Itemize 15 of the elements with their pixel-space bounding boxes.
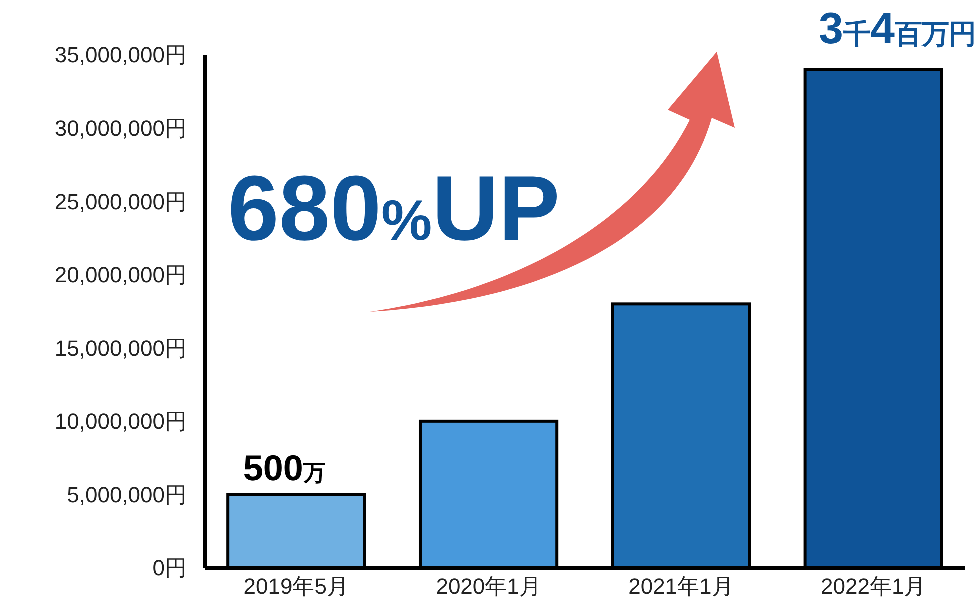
annotation: 3千4百万円 <box>819 4 976 54</box>
y-tick-label: 35,000,000円 <box>54 42 187 68</box>
x-tick-label: 2022年1月 <box>821 574 926 599</box>
y-tick-label: 15,000,000円 <box>54 336 187 361</box>
y-tick-label: 10,000,000円 <box>54 409 187 434</box>
y-tick-label: 25,000,000円 <box>54 189 187 214</box>
y-tick-label: 30,000,000円 <box>54 116 187 141</box>
x-tick-label: 2020年1月 <box>436 574 542 599</box>
y-tick-label: 20,000,000円 <box>54 262 187 288</box>
annotation: 680%UP <box>228 158 560 260</box>
x-tick-label: 2021年1月 <box>628 574 734 599</box>
annotation: 500万 <box>243 448 326 489</box>
x-tick-label: 2019年5月 <box>244 574 349 599</box>
y-tick-label: 5,000,000円 <box>67 482 187 508</box>
y-tick-label: 0円 <box>152 556 187 581</box>
